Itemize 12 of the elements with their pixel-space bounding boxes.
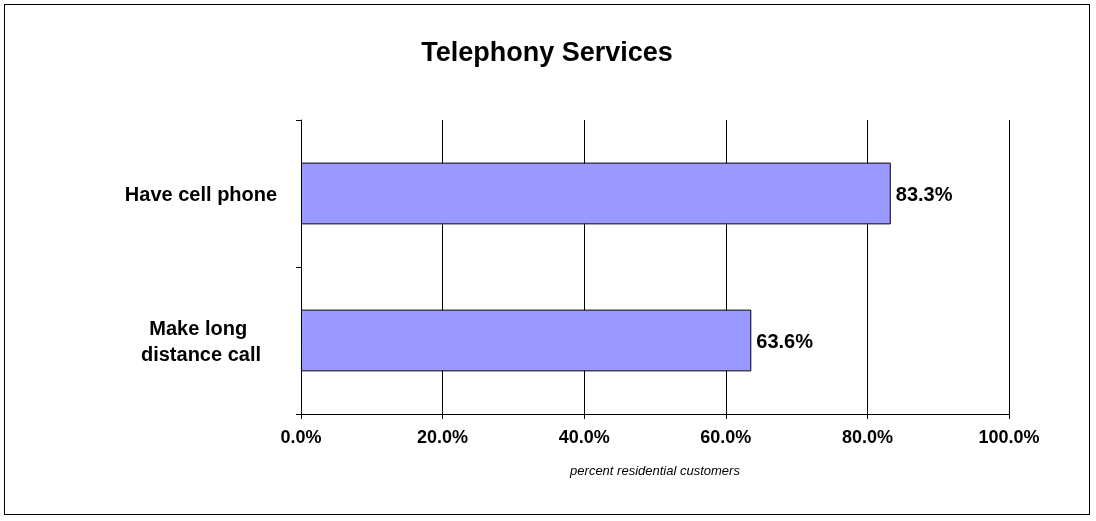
x-tick-label: 80.0% <box>841 427 893 447</box>
data-label: 83.3% <box>895 182 953 205</box>
y-tick-label: Make long distance call <box>140 316 262 365</box>
x-tick-label: 100.0% <box>978 427 1040 447</box>
chart-title: Telephony Services <box>421 36 673 67</box>
x-tick-label: 60.0% <box>700 427 752 447</box>
x-tick-label: 40.0% <box>558 427 610 447</box>
x-tick-label: 0.0% <box>280 427 322 447</box>
y-tick-label: Have cell phone <box>124 182 278 205</box>
x-axis-title: percent residential customers <box>569 463 741 478</box>
data-label: 63.6% <box>756 329 814 352</box>
x-tick-label: 20.0% <box>417 427 469 447</box>
